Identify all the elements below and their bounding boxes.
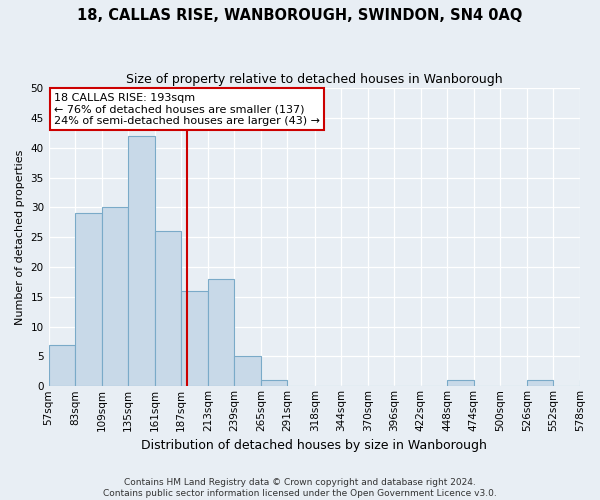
Bar [128, 136, 155, 386]
Bar [527, 380, 553, 386]
Text: 18, CALLAS RISE, WANBOROUGH, SWINDON, SN4 0AQ: 18, CALLAS RISE, WANBOROUGH, SWINDON, SN… [77, 8, 523, 22]
Bar [448, 380, 474, 386]
Y-axis label: Number of detached properties: Number of detached properties [15, 150, 25, 325]
Bar [155, 231, 181, 386]
Bar [49, 344, 75, 387]
Bar [234, 356, 261, 386]
Bar [181, 291, 208, 386]
Bar [101, 208, 128, 386]
X-axis label: Distribution of detached houses by size in Wanborough: Distribution of detached houses by size … [142, 440, 487, 452]
Bar [261, 380, 287, 386]
Bar [75, 214, 101, 386]
Text: 18 CALLAS RISE: 193sqm
← 76% of detached houses are smaller (137)
24% of semi-de: 18 CALLAS RISE: 193sqm ← 76% of detached… [54, 92, 320, 126]
Text: Contains HM Land Registry data © Crown copyright and database right 2024.
Contai: Contains HM Land Registry data © Crown c… [103, 478, 497, 498]
Bar [208, 279, 234, 386]
Bar [580, 380, 600, 386]
Title: Size of property relative to detached houses in Wanborough: Size of property relative to detached ho… [126, 72, 503, 86]
